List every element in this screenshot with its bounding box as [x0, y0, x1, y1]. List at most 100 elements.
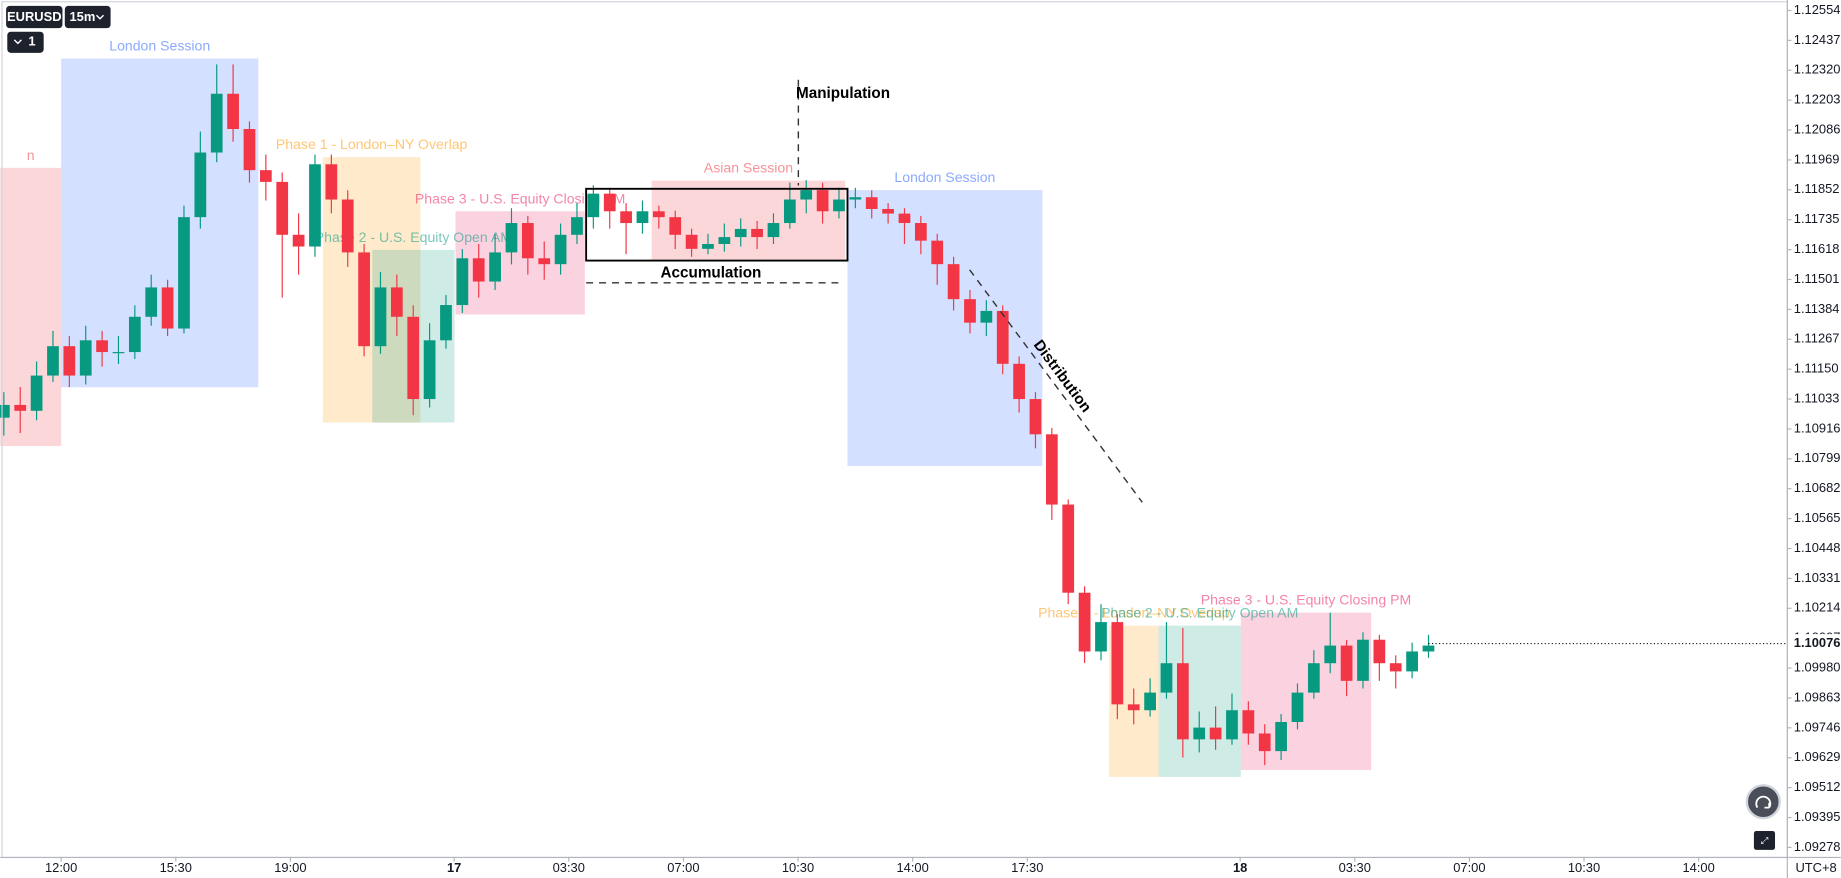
- last-price-box: [1787, 634, 1841, 653]
- interval-button-bg[interactable]: [64, 5, 111, 29]
- candle-body: [751, 228, 763, 238]
- session-label: Phase 1 - London–NY Overlap: [276, 136, 468, 152]
- y-tick-label: 1.10799: [1794, 450, 1841, 465]
- y-tick-label: 1.12554: [1794, 2, 1841, 17]
- candle-body: [783, 199, 796, 224]
- y-tick-label: 1.10448: [1794, 540, 1841, 555]
- candle-body: [1275, 721, 1287, 752]
- candle-body: [178, 217, 190, 329]
- x-tick-label: 12:00: [45, 860, 77, 875]
- y-tick-label: 1.09863: [1794, 689, 1841, 704]
- candle-body: [341, 199, 354, 253]
- candle-body: [685, 234, 698, 249]
- candle-body: [865, 197, 878, 209]
- candle-body: [128, 316, 141, 353]
- candle-body: [489, 252, 501, 282]
- candle-body: [505, 223, 518, 253]
- candle-body: [620, 211, 632, 224]
- y-tick-label: 1.10565: [1794, 510, 1841, 525]
- y-tick-label: 1.10331: [1794, 570, 1841, 585]
- candle-body: [1144, 692, 1156, 711]
- layout-button[interactable]: 1: [7, 31, 44, 53]
- y-tick-label: 1.09512: [1794, 779, 1841, 794]
- auto-scale-icon[interactable]: ⤢: [1760, 835, 1769, 846]
- candle-body: [1062, 504, 1075, 593]
- x-tick-label: 17: [447, 860, 461, 875]
- session-box: [322, 157, 421, 423]
- candle-body: [571, 217, 583, 235]
- candle-body: [964, 299, 976, 323]
- session-box: [847, 190, 1043, 466]
- x-tick-label: 10:30: [1568, 860, 1600, 875]
- candle-body: [358, 252, 370, 347]
- plot-area: n London Session Phase 1 - London–NY Overl…: [0, 37, 1787, 777]
- session-label: London Session: [109, 37, 210, 53]
- y-tick-label: 1.12086: [1794, 121, 1841, 136]
- candle-body: [882, 208, 894, 214]
- layout-count[interactable]: 1: [28, 34, 35, 49]
- candle-body: [276, 181, 289, 235]
- candle-body: [407, 316, 420, 400]
- candle-body: [1111, 622, 1124, 705]
- interval-button[interactable]: 15m: [64, 5, 111, 29]
- chevron-icon[interactable]: [13, 39, 22, 45]
- y-tick-label: 1.10682: [1794, 480, 1841, 495]
- candle-body: [194, 152, 207, 218]
- candle-body: [898, 213, 911, 224]
- y-tick-label: 1.11735: [1794, 211, 1840, 226]
- candle-body: [1160, 663, 1173, 693]
- reset-icon[interactable]: [1755, 795, 1772, 809]
- candle-body: [374, 287, 387, 347]
- candle-body: [652, 211, 665, 218]
- candle-body: [259, 170, 272, 182]
- manipulation-label: Manipulation: [796, 85, 890, 102]
- candle-body: [996, 310, 1009, 364]
- candle-body: [79, 340, 92, 376]
- candle-body: [227, 93, 239, 130]
- x-tick-label: 18: [1233, 860, 1247, 875]
- timezone-label[interactable]: UTC+8: [1795, 860, 1836, 875]
- x-tick-label: 15:30: [160, 860, 192, 875]
- session-label: Phase 2 - U.S. Equity Open AM: [315, 229, 512, 245]
- y-tick-label: 1.11969: [1794, 151, 1840, 166]
- reset-button[interactable]: [1745, 784, 1781, 820]
- x-tick-label: 19:00: [274, 860, 306, 875]
- candle-body: [1291, 692, 1304, 722]
- candle-body: [931, 240, 944, 265]
- y-tick-label: 1.09395: [1794, 809, 1841, 824]
- chevron-icon[interactable]: [95, 14, 105, 20]
- reset-button-bg[interactable]: [1745, 784, 1781, 820]
- candle-body: [816, 190, 829, 212]
- symbol-button-bg[interactable]: [6, 5, 63, 29]
- y-tick-label: 1.11267: [1794, 331, 1840, 346]
- layout-button-bg[interactable]: [7, 31, 44, 53]
- candle-body: [1013, 363, 1025, 400]
- session-label: Phase 3 - U.S. Equity Closing PM: [1201, 592, 1411, 608]
- symbol-text[interactable]: EURUSD: [7, 9, 62, 24]
- candle-body: [1193, 727, 1206, 740]
- symbol-button[interactable]: EURUSD: [6, 5, 63, 29]
- auto-scale-bg[interactable]: [1753, 831, 1776, 850]
- auto-scale-button[interactable]: ⤢: [1753, 831, 1776, 850]
- candle-body: [1307, 663, 1320, 693]
- candle-body: [554, 234, 567, 265]
- x-tick-label: 17:30: [1011, 860, 1043, 875]
- candle-body: [603, 193, 616, 212]
- candle-body: [1258, 733, 1271, 752]
- candle-body: [1127, 704, 1140, 711]
- session-box: [0, 167, 62, 447]
- y-tick-label: 1.09746: [1794, 719, 1841, 734]
- candle-body: [1045, 434, 1058, 505]
- candle-body: [1389, 663, 1402, 672]
- y-tick-label: 1.11501: [1794, 271, 1840, 286]
- candle-body: [849, 197, 862, 200]
- interval-text[interactable]: 15m: [69, 9, 95, 24]
- candle-body: [702, 243, 714, 249]
- y-tick-label: 1.11033: [1794, 390, 1840, 405]
- candle-body: [47, 346, 59, 376]
- candle-body: [309, 164, 321, 247]
- candle-body: [1324, 645, 1337, 664]
